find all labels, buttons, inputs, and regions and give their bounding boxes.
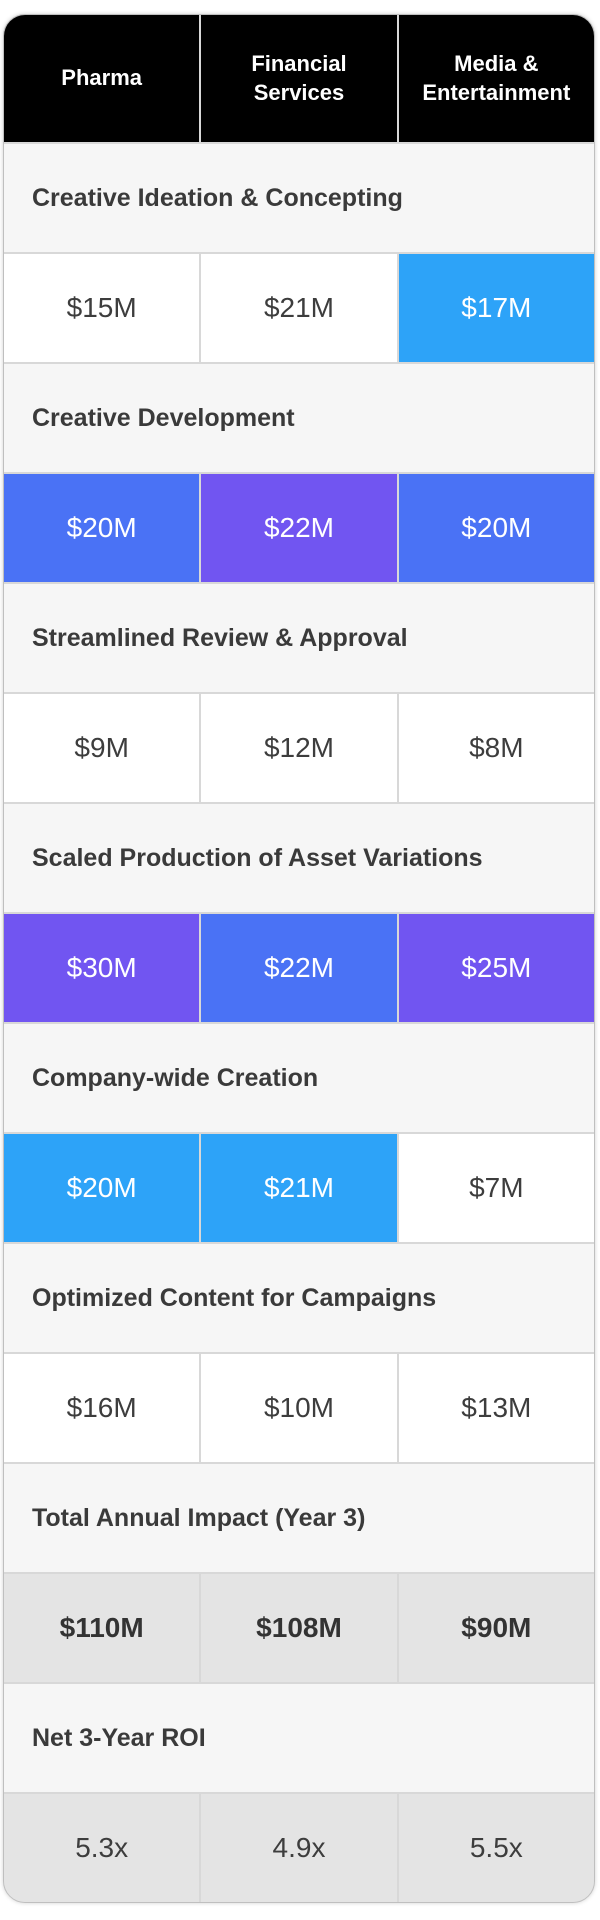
value-cell: $90M <box>398 1574 594 1682</box>
value-cell: 5.3x <box>4 1794 200 1902</box>
section-row: Optimized Content for Campaigns <box>4 1244 594 1352</box>
value-cell: $13M <box>398 1354 594 1462</box>
value-cell: $8M <box>398 694 594 802</box>
section-title: Company-wide Creation <box>32 1063 319 1092</box>
section-title: Net 3-Year ROI <box>32 1723 206 1752</box>
value-cell: $15M <box>4 254 200 362</box>
value-cell: $10M <box>201 1354 397 1462</box>
value-cell: $30M <box>4 914 200 1022</box>
value-cell: $9M <box>4 694 200 802</box>
section-title: Creative Development <box>32 403 295 432</box>
value-cell: $20M <box>398 474 594 582</box>
section-title: Total Annual Impact (Year 3) <box>32 1503 366 1532</box>
value-cell: $110M <box>4 1574 200 1682</box>
section-title: Creative Ideation & Concepting <box>32 183 403 212</box>
section-row: Company-wide Creation <box>4 1024 594 1132</box>
section-row: Creative Ideation & Concepting <box>4 144 594 252</box>
column-header: Media & Entertainment <box>398 15 594 142</box>
column-header: Financial Services <box>201 15 397 142</box>
value-cell: $12M <box>201 694 397 802</box>
section-title: Streamlined Review & Approval <box>32 623 408 652</box>
roi-impact-table-card: Pharma Financial Services Media & Entertai… <box>3 14 595 1903</box>
section-row: Creative Development <box>4 364 594 472</box>
section-row: Net 3-Year ROI <box>4 1684 594 1792</box>
section-row: Streamlined Review & Approval <box>4 584 594 692</box>
value-cell: $7M <box>398 1134 594 1242</box>
column-header: Pharma <box>4 15 200 142</box>
value-cell: 5.5x <box>398 1794 594 1902</box>
value-cell: 4.9x <box>201 1794 397 1902</box>
value-cell: $21M <box>201 1134 397 1242</box>
value-cell: $21M <box>201 254 397 362</box>
section-row: Total Annual Impact (Year 3) <box>4 1464 594 1572</box>
value-cell: $17M <box>398 254 594 362</box>
section-title: Optimized Content for Campaigns <box>32 1283 437 1312</box>
section-row: Scaled Production of Asset Variations <box>4 804 594 912</box>
impact-table: Pharma Financial Services Media & Entertai… <box>4 15 594 1902</box>
value-cell: $25M <box>398 914 594 1022</box>
value-cell: $20M <box>4 1134 200 1242</box>
section-title: Scaled Production of Asset Variations <box>32 843 483 872</box>
value-cell: $16M <box>4 1354 200 1462</box>
value-cell: $22M <box>201 474 397 582</box>
value-cell: $20M <box>4 474 200 582</box>
value-cell: $22M <box>201 914 397 1022</box>
value-cell: $108M <box>201 1574 397 1682</box>
